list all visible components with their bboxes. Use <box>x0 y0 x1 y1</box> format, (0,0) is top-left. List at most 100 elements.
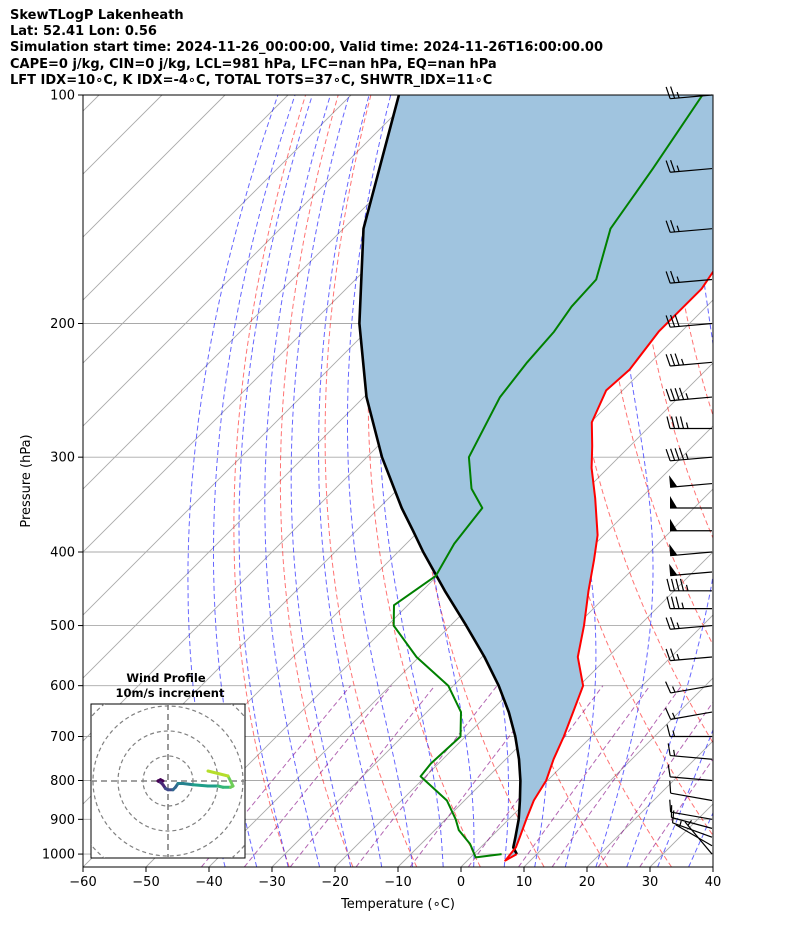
isotherm-line <box>271 425 713 867</box>
moist-adiabat-line <box>318 95 383 867</box>
wind-barb-full <box>669 780 672 794</box>
dry-adiabat-line <box>730 95 794 867</box>
isotherm-line <box>83 95 289 301</box>
wind-barb-full <box>666 596 671 609</box>
wind-barb-shaft <box>670 685 713 694</box>
hodograph-segment <box>206 769 220 775</box>
hodograph-segment <box>191 783 210 788</box>
wind-barb-half <box>681 602 685 609</box>
wind-barb-full <box>670 314 676 327</box>
wind-barb <box>667 764 713 782</box>
y-tick-label: 700 <box>50 730 75 745</box>
mixing-ratio-line <box>201 685 351 867</box>
wind-barb-full <box>665 681 672 694</box>
x-tick-label: 20 <box>579 875 596 890</box>
isotherm-line <box>460 614 713 867</box>
y-tick-label: 900 <box>50 813 75 828</box>
cin-shaded-region <box>359 95 713 861</box>
wind-barb-flag <box>669 543 678 556</box>
hodograph-ring <box>117 730 219 832</box>
wind-barb <box>665 270 713 284</box>
wind-barb <box>669 799 713 820</box>
dry-adiabat-line <box>367 95 481 867</box>
wind-barb <box>665 648 713 662</box>
times-line: Simulation start time: 2024-11-26_00:00:… <box>10 40 603 56</box>
x-tick-label: 30 <box>642 875 659 890</box>
x-tick-label: −40 <box>195 875 222 890</box>
indices-line-1: CAPE=0 j/kg, CIN=0 j/kg, LCL=981 hPa, LF… <box>10 56 497 72</box>
wind-barb-full <box>674 353 680 366</box>
wind-barb-full <box>665 315 671 328</box>
hodograph-segment <box>226 774 235 788</box>
wind-barb-shaft <box>670 94 713 100</box>
wind-barb-shaft <box>670 754 713 760</box>
wind-barb-shaft <box>670 811 713 820</box>
wind-barb <box>670 805 713 829</box>
wind-barb-full <box>674 388 680 401</box>
inset-subtitle: 10m/s increment <box>116 686 225 700</box>
x-tick-label: −60 <box>69 875 96 890</box>
moist-adiabat-line <box>290 95 352 867</box>
isotherm-line <box>712 866 713 867</box>
x-tick-label: 0 <box>457 875 465 890</box>
x-axis-label: Temperature (∘C) <box>340 897 455 912</box>
wind-barb <box>666 596 712 610</box>
wind-barb-full <box>665 160 671 173</box>
wind-barb-shaft <box>670 711 713 720</box>
isotherm-line <box>208 362 713 867</box>
wind-barb-full <box>670 159 676 173</box>
wind-barb-full <box>665 354 671 367</box>
indices-line-2: LFT IDX=10∘C, K IDX=-4∘C, TOTAL TOTS=37∘… <box>10 72 493 88</box>
x-tick-label: 10 <box>516 875 533 890</box>
wind-barb-shaft <box>670 396 713 402</box>
temperature-line <box>504 270 713 862</box>
wind-barb <box>670 495 712 509</box>
moist-adiabat-line <box>720 95 794 867</box>
wind-barb-full <box>665 617 671 630</box>
wind-barb-full <box>665 448 671 462</box>
wind-barb-half <box>687 819 693 826</box>
y-tick-label: 400 <box>50 546 75 561</box>
isotherm-line <box>83 95 352 364</box>
hodograph-segment <box>181 782 195 787</box>
wind-barb-shaft <box>675 824 713 847</box>
wind-barb-full <box>670 220 676 233</box>
wind-barb-full <box>670 270 676 283</box>
isotherm-line <box>334 488 713 867</box>
wind-barb-full <box>675 416 680 429</box>
dry-adiabat-line <box>762 95 794 867</box>
wind-barb-flag <box>669 475 678 488</box>
wind-barb <box>675 820 713 847</box>
wind-barb <box>666 724 712 738</box>
wind-barb-full <box>670 578 676 591</box>
wind-barb-full <box>665 648 671 661</box>
wind-barb-full <box>674 448 680 461</box>
mixing-ratio-line <box>355 685 498 867</box>
wind-barb <box>669 475 713 488</box>
wind-barb-shaft <box>670 456 713 462</box>
wind-barb-shaft <box>670 361 713 367</box>
wind-barb <box>684 819 713 855</box>
moist-adiabat-line <box>238 95 313 867</box>
x-tick-label: −20 <box>321 875 348 890</box>
wind-barb-full <box>666 578 671 591</box>
wind-barb <box>665 159 713 173</box>
wind-barb <box>665 314 713 328</box>
dry-adiabat-line <box>664 95 713 418</box>
wind-barb <box>665 353 713 367</box>
wind-barb-full <box>667 764 671 777</box>
wind-barb-full <box>671 810 675 823</box>
isotherm-line <box>523 677 713 867</box>
wind-barb <box>666 578 712 592</box>
x-tick-label: −30 <box>258 875 285 890</box>
isotherm-line <box>83 95 100 112</box>
wind-barb-shaft <box>671 816 713 829</box>
moist-adiabat-line <box>187 95 279 867</box>
wind-barb-shaft <box>670 776 713 782</box>
wind-barb-shaft <box>670 656 713 662</box>
chart-header: SkewTLogP Lakenheath Lat: 52.41 Lon: 0.5… <box>10 8 790 89</box>
y-tick-label: 1000 <box>42 848 75 863</box>
wind-barb-shaft <box>670 167 713 173</box>
x-tick-label: −50 <box>132 875 159 890</box>
